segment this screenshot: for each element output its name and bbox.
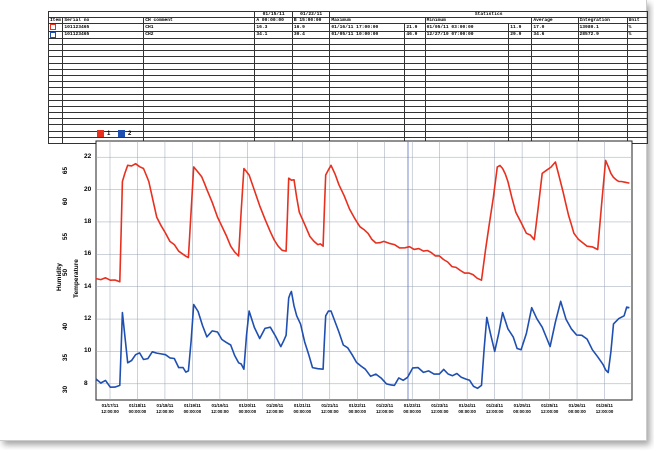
temperature-tick-label: 12: [84, 315, 92, 323]
x-tick-label: 01/26/11 00:00:00: [568, 403, 586, 414]
temperature-tick-label: 10: [84, 347, 92, 355]
row-item: [47, 23, 64, 32]
plot-area: [95, 140, 633, 401]
table-row-empty: [47, 81, 649, 89]
table-row-empty: [47, 62, 649, 70]
x-tick-label: 01/20/11 12:00:00: [266, 403, 284, 414]
legend-label: 2: [128, 130, 132, 137]
table-row-empty: [47, 112, 649, 120]
x-tick-label: 01/18/11 12:00:00: [156, 403, 174, 414]
table-row-empty: [47, 99, 649, 107]
legend-item-2[interactable]: 2: [118, 130, 131, 137]
series-swatch: [50, 24, 56, 31]
x-tick-label: 01/22/11 00:00:00: [348, 403, 367, 414]
statistics-table: 01/15/11 01/22/11 Statistics Item Serial…: [47, 10, 649, 145]
x-tick-label: 01/24/11 00:00:00: [458, 403, 476, 414]
x-tick-label: 01/25/11 00:00:00: [513, 403, 531, 414]
temperature-tick-label: 18: [84, 217, 92, 225]
x-tick-label: 01/19/11 00:00:00: [183, 403, 202, 414]
x-tick-label: 01/18/11 00:00:00: [128, 403, 147, 414]
x-tick-label: 01/26/11 12:00:00: [595, 403, 614, 414]
temperature-tick-label: 20: [84, 185, 92, 193]
temperature-tick-label: 14: [84, 282, 92, 290]
temperature-tick-label: 16: [84, 250, 92, 258]
legend-swatch-blue: [118, 130, 125, 137]
series-line-1: [95, 159, 630, 283]
table-row-empty: [47, 43, 649, 52]
x-tick-label: 01/19/11 12:00:00: [211, 403, 229, 414]
report-page: 01/15/11 01/22/11 Statistics Item Serial…: [0, 0, 649, 441]
temperature-tick-label: 8: [84, 379, 88, 387]
table-row-empty: [47, 93, 649, 101]
table-row-empty: [47, 105, 649, 114]
series-line-2: [95, 290, 630, 390]
x-tick-label: 01/21/11 00:00:00: [293, 403, 312, 414]
x-tick-label: 01/23/11 00:00:00: [403, 403, 421, 414]
x-tick-label: 01/25/11 12:00:00: [540, 403, 559, 414]
x-tick-label: 01/22/11 12:00:00: [375, 403, 394, 414]
x-tick-label: 01/24/11 12:00:00: [485, 403, 504, 414]
table-row-empty: [47, 118, 649, 126]
x-tick-label: 01/21/11 12:00:00: [320, 403, 339, 414]
legend-label: 1: [107, 130, 111, 137]
x-tick-label: 01/23/11 12:00:00: [430, 403, 449, 414]
temperature-tick-label: 22: [84, 153, 92, 161]
x-tick-label: 01/17/11 12:00:00: [101, 403, 119, 414]
row-item: [47, 30, 64, 39]
legend-item-1[interactable]: 1: [97, 130, 110, 137]
series-swatch: [50, 32, 56, 38]
legend-swatch-red: [97, 130, 104, 137]
x-tick-label: 01/20/11 00:00:00: [238, 403, 257, 414]
